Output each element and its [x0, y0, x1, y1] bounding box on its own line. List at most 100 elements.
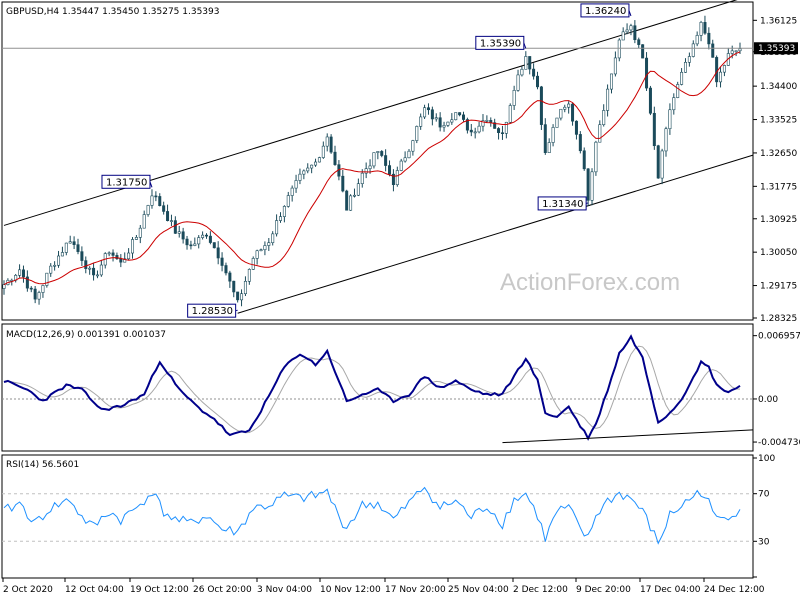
candle-body — [329, 136, 333, 153]
candle-body — [719, 71, 723, 83]
candle-body — [99, 264, 103, 276]
candle-body — [703, 22, 707, 34]
candle-body — [294, 180, 298, 189]
x-tick-label: 17 Dec 04:00 — [640, 585, 701, 595]
macd-y-tick-label: -0.004736 — [758, 438, 800, 448]
candle-body — [450, 119, 454, 123]
candle-body — [419, 116, 423, 127]
candle-body — [25, 276, 29, 289]
candle-body — [683, 62, 687, 73]
candle-body — [672, 97, 676, 111]
callout-box — [475, 35, 525, 50]
candle-body — [376, 151, 380, 153]
rsi-line — [3, 486, 741, 545]
candle-body — [481, 120, 485, 127]
callout-label: 1.31750 — [106, 177, 147, 188]
price-y-tick-label: 1.32650 — [760, 149, 797, 159]
candle-body — [107, 252, 111, 255]
x-tick-label: 24 Dec 12:00 — [704, 585, 765, 595]
candle-body — [158, 196, 162, 207]
candle-body — [88, 267, 92, 270]
candle-body — [536, 75, 540, 88]
candle-body — [477, 125, 481, 133]
candle-body — [267, 242, 271, 246]
x-tick-label: 26 Oct 20:00 — [193, 585, 252, 595]
candle-body — [730, 50, 734, 54]
candle-body — [224, 265, 228, 274]
candle-body — [645, 57, 649, 89]
candle-body — [138, 227, 142, 238]
candle-body — [95, 274, 99, 277]
candle-body — [462, 114, 466, 120]
candle-body — [45, 272, 49, 286]
candle-body — [64, 242, 68, 253]
candle-body — [352, 194, 356, 197]
candle-body — [189, 244, 193, 247]
candle-body — [722, 65, 726, 73]
candle-body — [574, 120, 578, 135]
candle-body — [321, 145, 325, 158]
candle-body — [368, 165, 372, 169]
candle-body — [586, 168, 590, 201]
candle-body — [434, 117, 438, 120]
candle-body — [606, 88, 610, 111]
candle-body — [395, 170, 399, 186]
candle-body — [201, 234, 205, 238]
candle-body — [372, 152, 376, 167]
candle-body — [204, 234, 208, 237]
candle-body — [345, 190, 349, 211]
price-y-axis: 1.361251.353001.344001.335251.326501.317… — [753, 16, 797, 324]
candle-body — [664, 128, 668, 152]
candle-body — [80, 251, 84, 261]
callout-label: 1.28530 — [192, 306, 233, 317]
candle-body — [493, 122, 497, 129]
candle-body — [131, 239, 135, 254]
candle-body — [695, 35, 699, 45]
candle-body — [648, 87, 652, 114]
candle-body — [524, 56, 528, 70]
candle-body — [500, 132, 504, 135]
candle-body — [384, 155, 388, 166]
candle-body — [676, 84, 680, 98]
x-tick-label: 9 Dec 20:00 — [576, 585, 631, 595]
price-y-tick-label: 1.36125 — [760, 16, 797, 26]
candle-body — [590, 171, 594, 201]
candle-body — [442, 125, 446, 128]
candle-body — [504, 121, 508, 134]
candle-body — [317, 157, 321, 163]
watermark: ActionForex.com — [500, 269, 680, 296]
callout-box — [187, 303, 237, 318]
rsi-header: RSI(14) 56.5601 — [6, 460, 79, 470]
candle-body — [76, 244, 80, 252]
candle-body — [275, 220, 279, 235]
candle-body — [208, 235, 212, 243]
candle-body — [314, 161, 318, 166]
candle-body — [325, 136, 329, 147]
candle-body — [571, 103, 575, 122]
candle-body — [407, 150, 411, 159]
candle-body — [403, 157, 407, 162]
candle-body — [602, 110, 606, 125]
candle-body — [216, 247, 220, 259]
candle-body — [263, 245, 267, 251]
candle-body — [465, 119, 469, 131]
candle-body — [411, 140, 415, 152]
price-callouts: 1.31750 1.28530 1.35390 1.31340 1.36240 — [101, 3, 632, 318]
candle-body — [181, 231, 185, 240]
candle-body — [426, 107, 430, 111]
candle-body — [734, 50, 738, 53]
price-y-tick-label: 1.29175 — [760, 282, 797, 292]
macd-trendline — [502, 429, 754, 444]
candle-body — [563, 106, 567, 110]
x-tick-label: 2 Dec 12:00 — [513, 585, 568, 595]
candle-body — [707, 32, 711, 45]
candle-body — [446, 121, 450, 126]
candle-body — [699, 22, 703, 36]
candle-body — [551, 127, 555, 143]
candle-body — [520, 68, 524, 76]
candle-body — [177, 231, 181, 234]
candle-body — [185, 238, 189, 246]
last-price-label: 1.35393 — [758, 44, 795, 54]
candle-body — [232, 280, 236, 293]
